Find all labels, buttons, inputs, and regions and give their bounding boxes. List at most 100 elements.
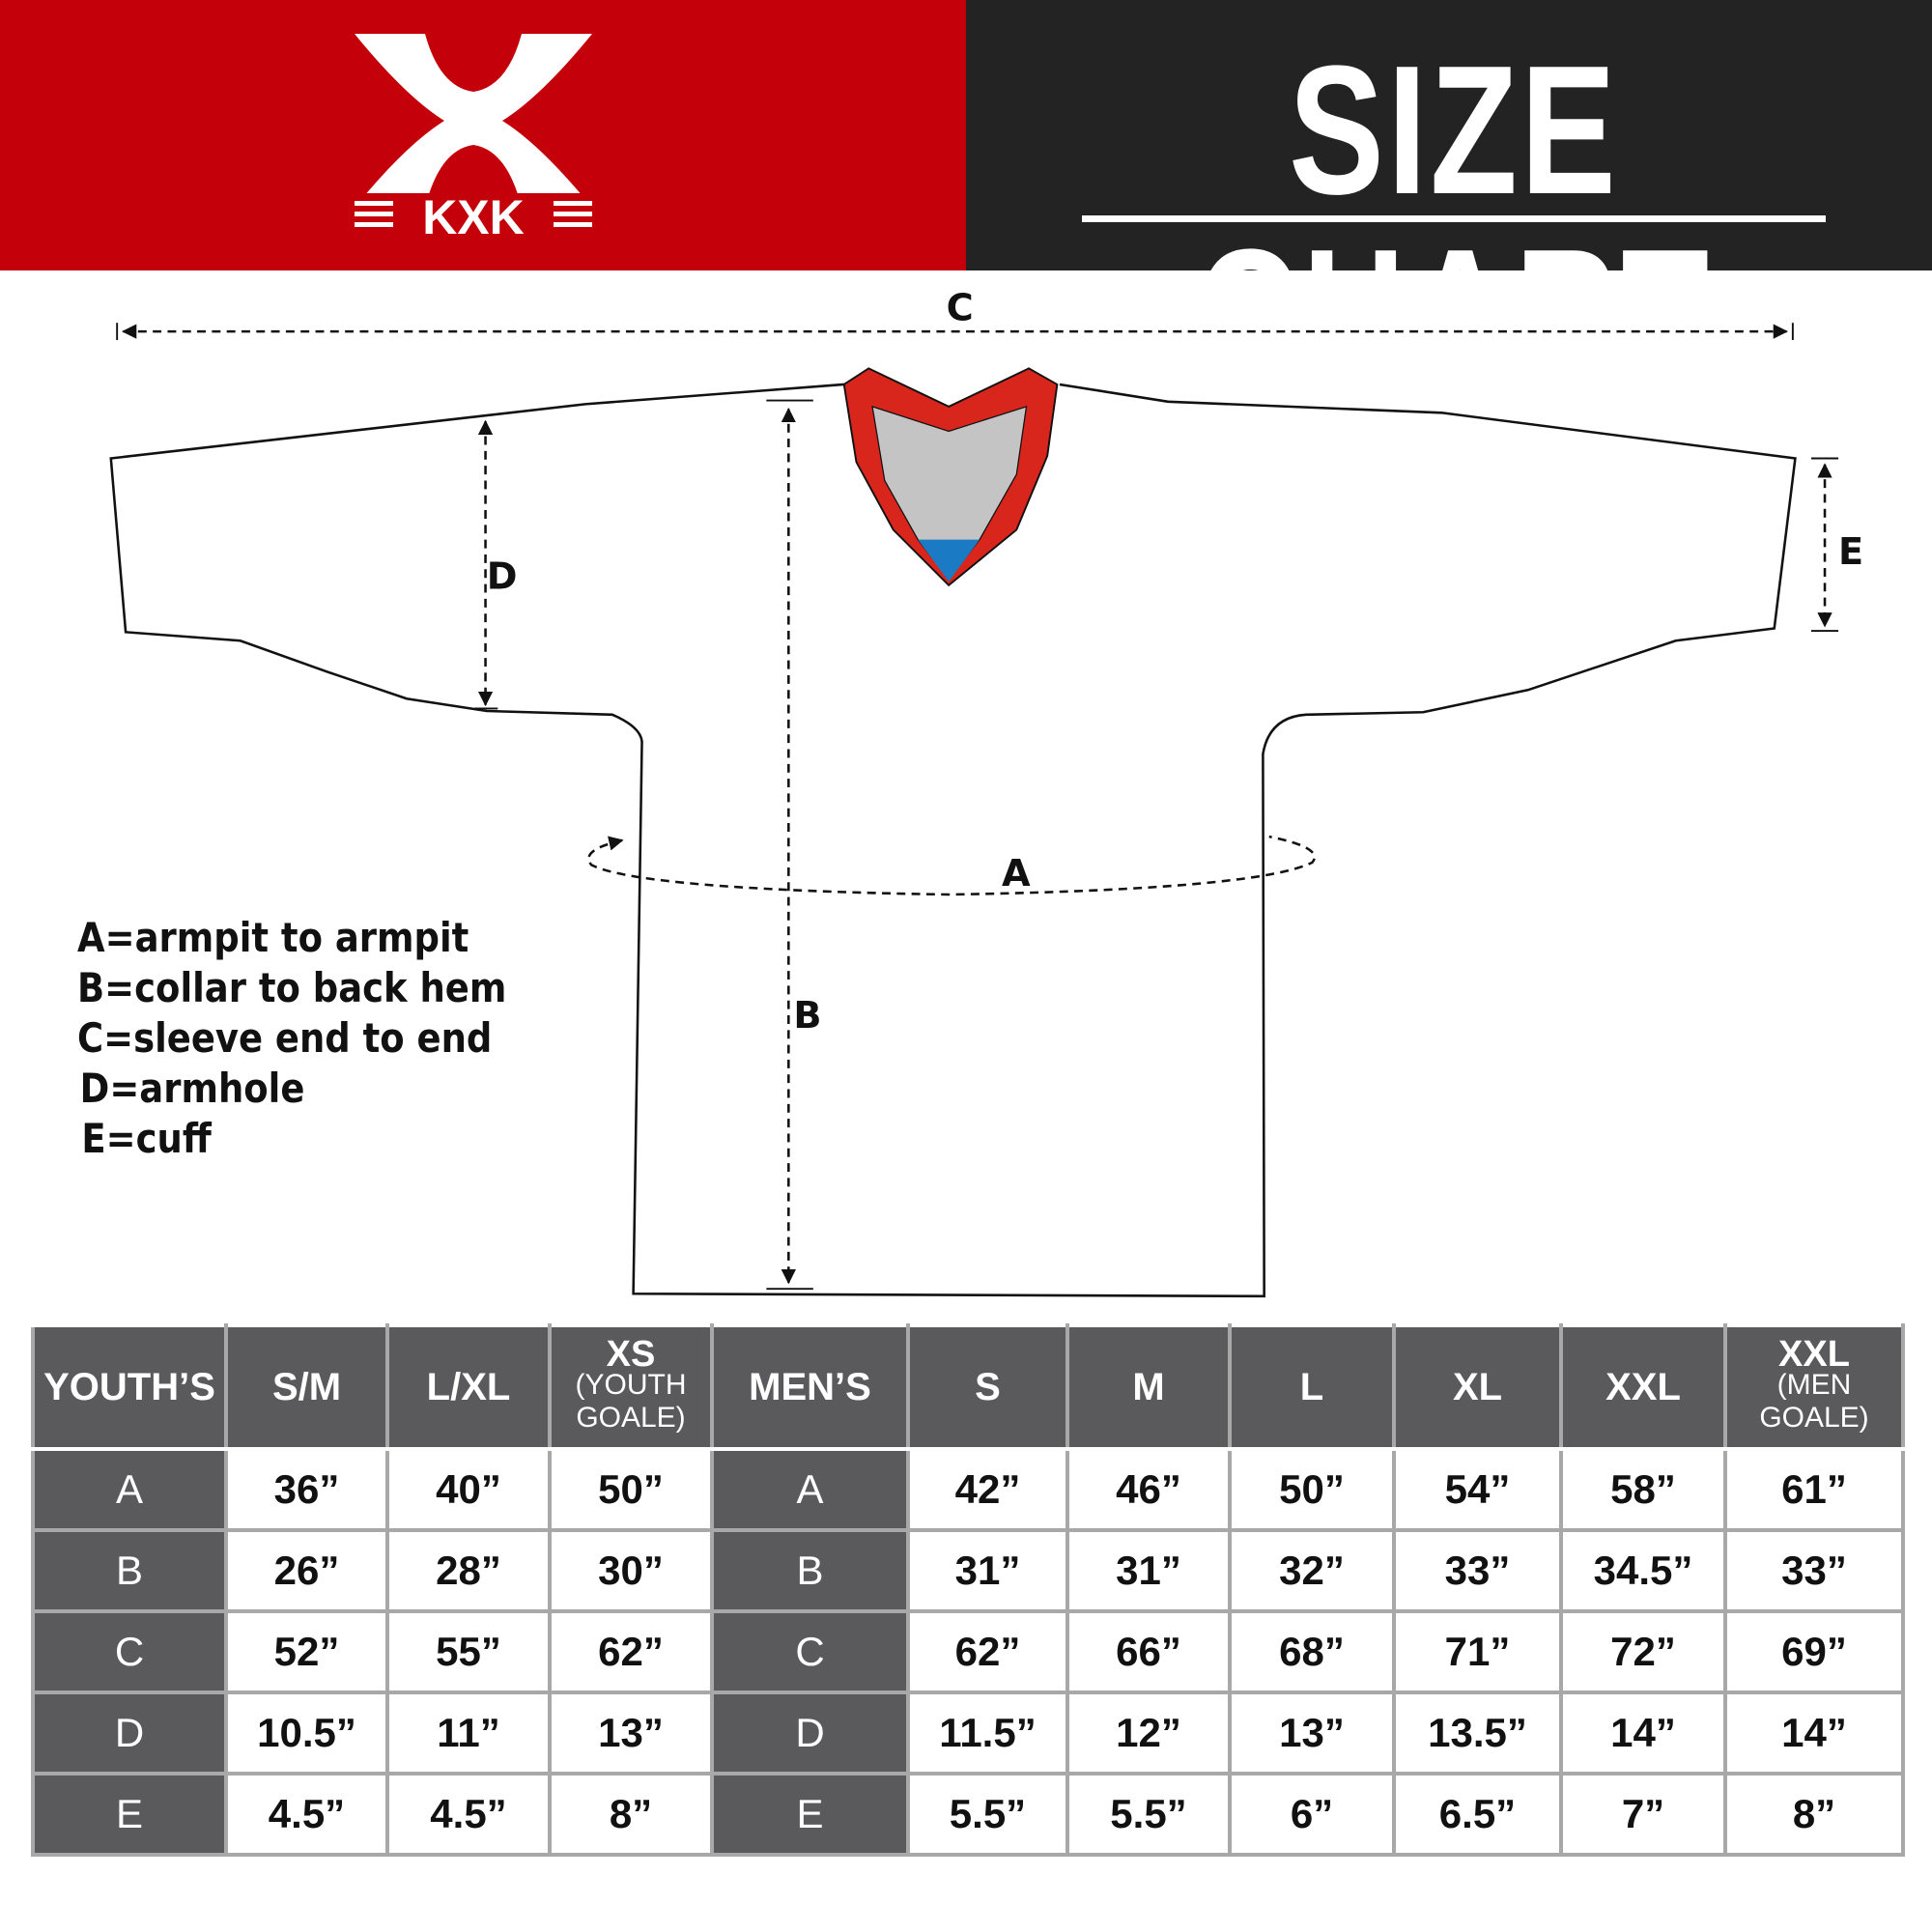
table-cell: 13.5”	[1392, 1690, 1563, 1776]
collar-accent	[918, 539, 980, 582]
table-cell: 4.5”	[224, 1772, 389, 1857]
table-cell: 71”	[1392, 1609, 1563, 1694]
table-cell: 69”	[1723, 1609, 1905, 1694]
table-cell: 42”	[906, 1447, 1069, 1532]
column-header: S/M	[224, 1323, 389, 1451]
column-header: XXL	[1559, 1323, 1727, 1451]
row-label: C	[31, 1609, 228, 1694]
table-cell: 68”	[1228, 1609, 1396, 1694]
table-cell: 8”	[548, 1772, 714, 1857]
table-cell: 30”	[548, 1528, 714, 1613]
column-header: L	[1228, 1323, 1396, 1451]
title-underline	[1082, 215, 1826, 222]
table-cell: 6”	[1228, 1772, 1396, 1857]
kxk-logo: KXK	[355, 34, 592, 242]
table-row: B 26” 28” 30” B 31” 31” 32” 33” 34.5” 33”	[31, 1528, 1905, 1613]
row-label: E	[710, 1772, 910, 1857]
legend-item: C=sleeve end to end	[77, 1014, 493, 1062]
table-cell: 5.5”	[906, 1772, 1069, 1857]
column-label: XS	[606, 1334, 656, 1375]
men-header: MEN’S	[710, 1323, 910, 1451]
column-label: L/XL	[426, 1366, 511, 1408]
table-cell: 54”	[1392, 1447, 1563, 1532]
table-cell: 50”	[1228, 1447, 1396, 1532]
table-cell: 7”	[1559, 1772, 1727, 1857]
row-label: B	[710, 1528, 910, 1613]
table-cell: 34.5”	[1559, 1528, 1727, 1613]
table-cell: 55”	[385, 1609, 552, 1694]
table-cell: 12”	[1065, 1690, 1232, 1776]
column-label: L	[1299, 1366, 1324, 1408]
row-label: A	[710, 1447, 910, 1532]
table-row: C 52” 55” 62” C 62” 66” 68” 71” 72” 69”	[31, 1609, 1905, 1694]
column-header: S	[906, 1323, 1069, 1451]
table-cell: 11.5”	[906, 1690, 1069, 1776]
table-cell: 14”	[1559, 1690, 1727, 1776]
table-cell: 62”	[906, 1609, 1069, 1694]
table-cell: 6.5”	[1392, 1772, 1563, 1857]
legend-item: E=cuff	[81, 1115, 212, 1162]
table-cell: 11”	[385, 1690, 552, 1776]
page-title: SIZE CHART	[1195, 28, 1713, 416]
table-cell: 40”	[385, 1447, 552, 1532]
label-b: B	[793, 994, 821, 1037]
table-cell: 10.5”	[224, 1690, 389, 1776]
table-cell: 28”	[385, 1528, 552, 1613]
measurement-legend: A=armpit to armpit B=collar to back hem …	[77, 913, 506, 1164]
column-label: S	[975, 1366, 1001, 1408]
table-cell: 46”	[1065, 1447, 1232, 1532]
column-label: XXL	[1605, 1366, 1681, 1408]
logo-text: KXK	[422, 190, 525, 242]
row-label: E	[31, 1772, 228, 1857]
row-label: A	[31, 1447, 228, 1532]
table-cell: 58”	[1559, 1447, 1727, 1532]
table-cell: 72”	[1559, 1609, 1727, 1694]
table-cell: 36”	[224, 1447, 389, 1532]
table-cell: 66”	[1065, 1609, 1232, 1694]
table-row: A 36” 40” 50” A 42” 46” 50” 54” 58” 61”	[31, 1447, 1905, 1532]
measure-a-line	[587, 835, 1316, 896]
table-row: D 10.5” 11” 13” D 11.5” 12” 13” 13.5” 14” 14”	[31, 1690, 1905, 1776]
table-cell: 4.5”	[385, 1772, 552, 1857]
size-table: YOUTH’S S/M L/XL XS (YOUTH GOALE) MEN’S S M L XL X…	[31, 1323, 1905, 1857]
table-cell: 50”	[548, 1447, 714, 1532]
column-label: XL	[1452, 1366, 1503, 1408]
column-header: XXL (MEN GOALE)	[1723, 1323, 1905, 1451]
column-header: XL	[1392, 1323, 1563, 1451]
table-row: E 4.5” 4.5” 8” E 5.5” 5.5” 6” 6.5” 7” 8”	[31, 1772, 1905, 1857]
table-cell: 62”	[548, 1609, 714, 1694]
jersey-outline	[109, 383, 1797, 1298]
table-cell: 33”	[1392, 1528, 1563, 1613]
table-cell: 61”	[1723, 1447, 1905, 1532]
table-cell: 52”	[224, 1609, 389, 1694]
table-cell: 26”	[224, 1528, 389, 1613]
column-label: XXL	[1778, 1334, 1850, 1375]
table-cell: 31”	[1065, 1528, 1232, 1613]
label-c: C	[947, 287, 974, 330]
label-d: D	[487, 555, 518, 599]
column-label: S/M	[271, 1366, 342, 1408]
legend-item: A=armpit to armpit	[77, 914, 469, 961]
legend-item: D=armhole	[79, 1065, 305, 1112]
label-a: A	[1002, 852, 1031, 895]
legend-item: B=collar to back hem	[77, 964, 507, 1011]
youth-header: YOUTH’S	[31, 1323, 228, 1451]
table-header-row: YOUTH’S S/M L/XL XS (YOUTH GOALE) MEN’S S M L XL X…	[31, 1323, 1905, 1451]
column-label: YOUTH’S	[43, 1366, 215, 1408]
column-header: XS (YOUTH GOALE)	[548, 1323, 714, 1451]
column-label: MEN’S	[749, 1366, 871, 1408]
table-cell: 13”	[548, 1690, 714, 1776]
row-label: B	[31, 1528, 228, 1613]
table-cell: 13”	[1228, 1690, 1396, 1776]
row-label: D	[31, 1690, 228, 1776]
table-cell: 31”	[906, 1528, 1069, 1613]
table-cell: 8”	[1723, 1772, 1905, 1857]
column-header: M	[1065, 1323, 1232, 1451]
column-header: L/XL	[385, 1323, 552, 1451]
label-e: E	[1838, 530, 1863, 574]
column-sublabel: (YOUTH GOALE)	[575, 1369, 687, 1434]
table-cell: 33”	[1723, 1528, 1905, 1613]
column-label: M	[1132, 1366, 1165, 1408]
header-title-panel	[966, 0, 1932, 270]
